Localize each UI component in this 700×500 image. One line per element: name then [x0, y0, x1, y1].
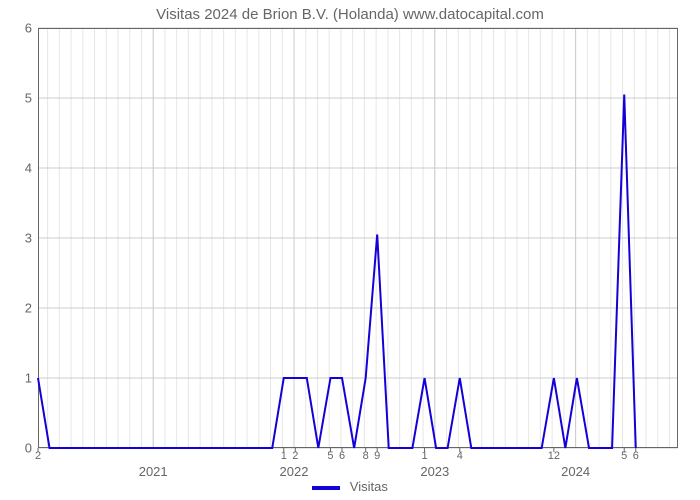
chart-title: Visitas 2024 de Brion B.V. (Holanda) www…: [0, 6, 700, 23]
x-month-tick-label: 2: [35, 450, 41, 462]
x-month-tick-label: 12: [548, 450, 560, 462]
x-year-tick-label: 2023: [420, 464, 449, 479]
plot-area: 012345621256891412562021202220232024: [38, 28, 678, 448]
y-tick-label: 1: [25, 371, 32, 386]
x-month-tick-label: 5: [621, 450, 627, 462]
x-month-tick-label: 2: [292, 450, 298, 462]
x-year-tick-label: 2021: [139, 464, 168, 479]
x-month-tick-label: 9: [374, 450, 380, 462]
series-layer: [38, 28, 678, 448]
x-month-tick-label: 6: [339, 450, 345, 462]
x-month-tick-label: 6: [633, 450, 639, 462]
y-tick-label: 6: [25, 21, 32, 36]
y-tick-label: 5: [25, 91, 32, 106]
y-tick-label: 4: [25, 161, 32, 176]
legend-label: Visitas: [350, 479, 388, 494]
x-year-tick-label: 2022: [280, 464, 309, 479]
y-tick-label: 3: [25, 231, 32, 246]
x-month-tick-label: 4: [457, 450, 463, 462]
x-month-tick-label: 5: [327, 450, 333, 462]
x-month-tick-label: 1: [421, 450, 427, 462]
chart-container: Visitas 2024 de Brion B.V. (Holanda) www…: [0, 0, 700, 500]
x-month-tick-label: 1: [281, 450, 287, 462]
legend-swatch: [312, 486, 340, 490]
x-year-tick-label: 2024: [561, 464, 590, 479]
x-month-tick-label: 8: [363, 450, 369, 462]
legend: Visitas: [0, 479, 700, 494]
y-tick-label: 2: [25, 301, 32, 316]
y-tick-label: 0: [25, 441, 32, 456]
